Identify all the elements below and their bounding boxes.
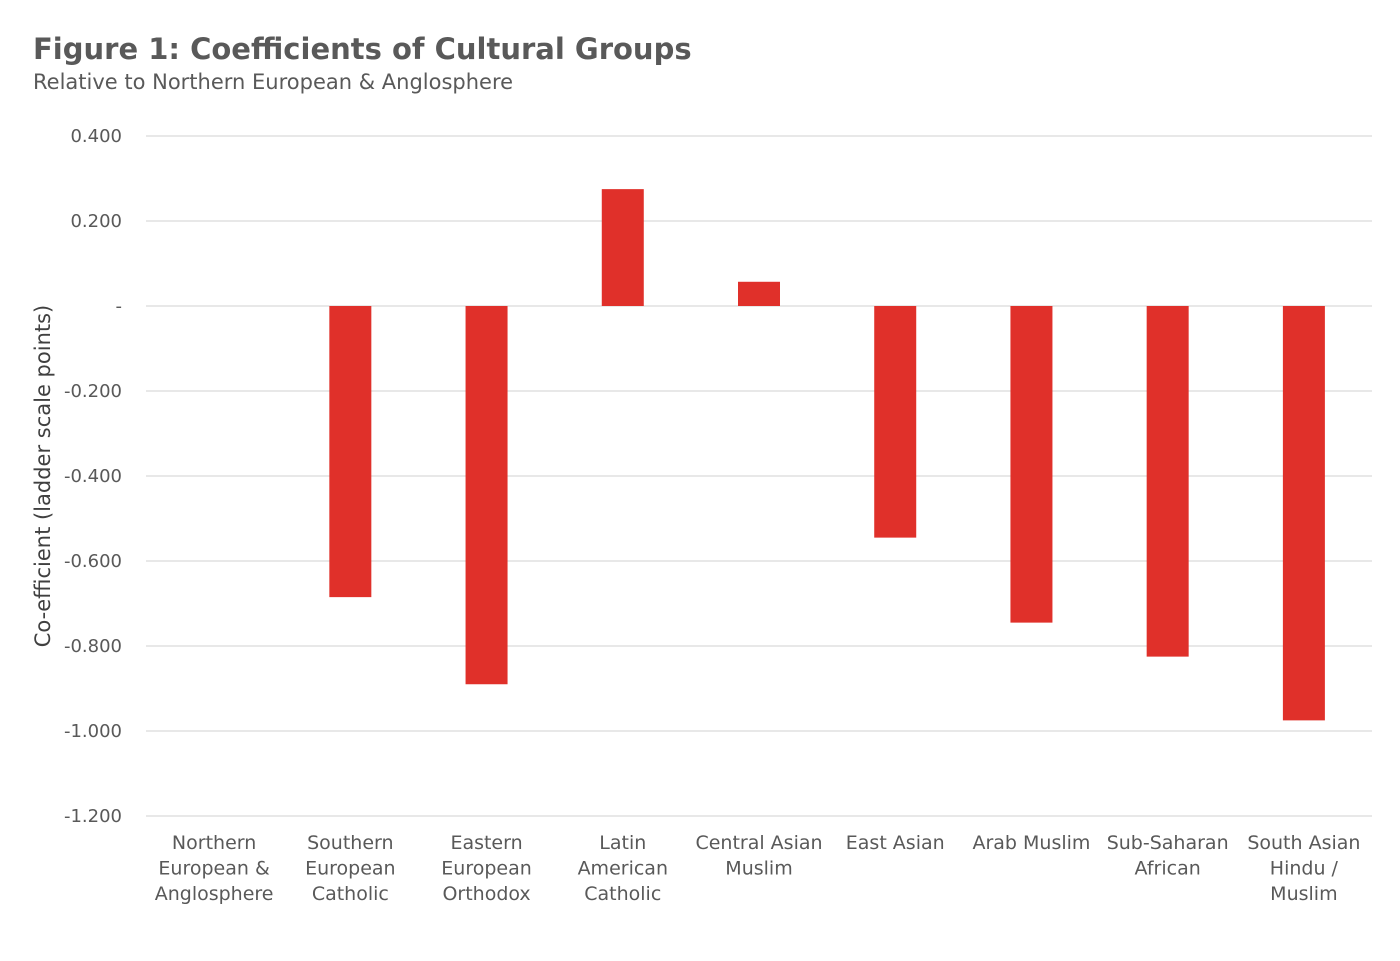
x-category-label: Southern European Catholic	[305, 832, 396, 905]
y-tick-label: -1.200	[64, 806, 122, 827]
y-tick-label: -0.600	[64, 551, 122, 572]
bar	[465, 306, 508, 685]
bar	[1010, 306, 1053, 623]
bar	[738, 281, 780, 306]
chart-subtitle: Relative to Northern European & Anglosph…	[33, 70, 514, 94]
bar	[1282, 306, 1325, 721]
y-tick-label: -0.800	[64, 636, 122, 657]
x-category-label: Central Asian Muslim	[695, 832, 822, 880]
y-tick-label: -1.000	[64, 721, 122, 742]
x-axis-categories: Northern European & Anglosphere Southern Eur…	[155, 832, 1361, 905]
y-axis-ticks: 0.400 0.200 - -0.200 -0.400 -0.600 -0.800 -1.00…	[64, 126, 122, 827]
y-tick-label: -0.400	[64, 466, 122, 487]
x-category-label: Latin American Catholic	[578, 832, 668, 905]
x-category-label: East Asian	[846, 832, 945, 854]
x-category-label: Arab Muslim	[972, 832, 1090, 854]
bar	[874, 306, 917, 538]
y-tick-label: 0.200	[70, 211, 122, 232]
x-category-label: Sub-Saharan African	[1107, 832, 1229, 880]
x-category-label: Eastern European Orthodox	[441, 832, 532, 905]
bar	[601, 189, 644, 306]
bar	[329, 306, 372, 598]
y-tick-label: -	[116, 296, 123, 317]
chart-title: Figure 1: Coefficients of Cultural Group…	[33, 32, 692, 66]
y-axis-label: Co-efficient (ladder scale points)	[31, 305, 55, 647]
y-tick-label: 0.400	[70, 126, 122, 147]
x-category-label: South Asian Hindu / Muslim	[1247, 832, 1360, 905]
bars	[329, 189, 1325, 721]
x-category-label: Northern European & Anglosphere	[155, 832, 274, 905]
y-tick-label: -0.200	[64, 381, 122, 402]
bar	[1146, 306, 1189, 657]
